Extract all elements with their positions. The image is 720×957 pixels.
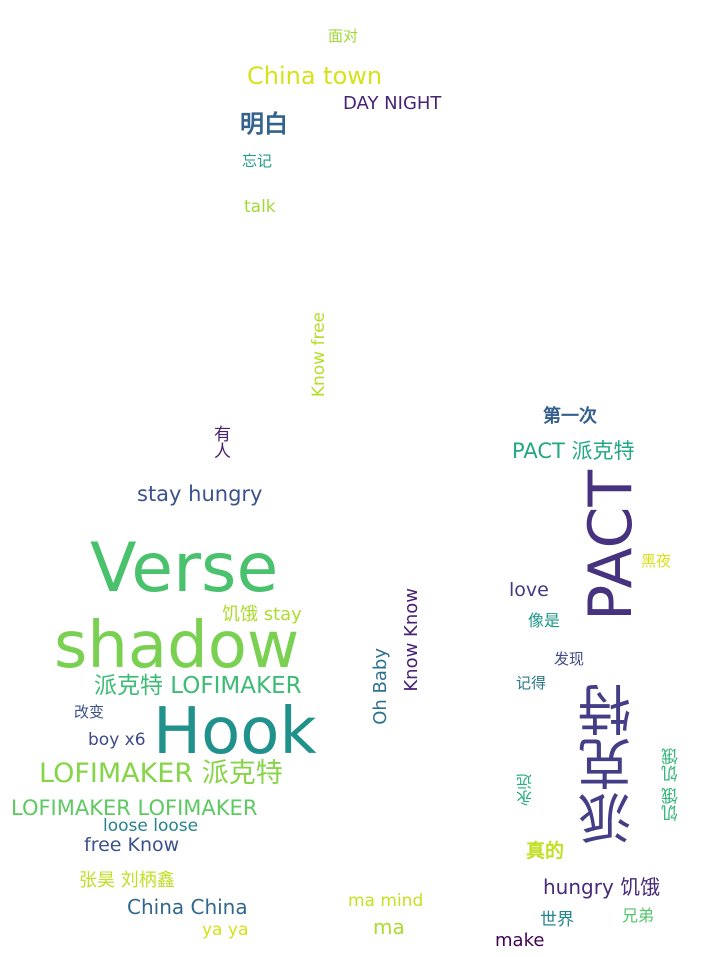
word-39: 兄弟 (622, 906, 655, 925)
word-0: 面对 (328, 27, 359, 45)
word-13: 黑夜 (641, 552, 672, 570)
word-41: ya ya (202, 920, 249, 940)
word-12: PACT (576, 470, 646, 621)
word-27: 饥饿 饥饿 (662, 748, 682, 822)
word-33: 真的 (526, 840, 565, 862)
word-28: LOFIMAKER 派克特 (39, 758, 283, 789)
word-24: 派克特 (578, 683, 641, 845)
word-20: Oh Baby (370, 648, 391, 725)
word-11: Verse (90, 529, 279, 608)
word-35: hungry 饥饿 (543, 875, 661, 899)
word-15: 饥饿 stay (222, 604, 302, 625)
word-36: ma mind (348, 891, 424, 911)
word-42: make (495, 930, 545, 951)
word-18: shadow (54, 609, 300, 683)
word-22: 记得 (516, 674, 547, 692)
word-38: 世界 (540, 910, 574, 930)
word-3: 明白 (240, 110, 288, 138)
word-32: free Know (84, 834, 180, 856)
word-29: 永远 (516, 774, 535, 806)
word-5: talk (244, 197, 276, 217)
word-25: Hook (153, 695, 317, 769)
word-6: Know free (309, 312, 329, 398)
word-34: 张昊 刘柄鑫 (79, 870, 175, 891)
word-10: stay hungry (137, 482, 263, 506)
word-14: love (509, 579, 549, 601)
word-19: 发现 (554, 650, 585, 668)
word-40: ma (373, 915, 405, 939)
word-37: China China (127, 895, 248, 919)
word-1: China town (247, 62, 383, 90)
word-16: 像是 (528, 611, 561, 630)
word-31: loose loose (103, 816, 199, 836)
word-4: 忘记 (242, 152, 273, 170)
word-8: 第一次 (543, 406, 597, 427)
word-26: boy x6 (88, 730, 146, 750)
word-23: 改变 (74, 703, 105, 721)
word-30: LOFIMAKER LOFIMAKER (11, 796, 258, 820)
word-7: 有人 (210, 425, 230, 459)
word-21: 派克特 LOFIMAKER (94, 673, 302, 699)
word-2: DAY NIGHT (343, 93, 442, 114)
word-9: PACT 派克特 (512, 439, 635, 463)
word-17: Know Know (401, 588, 422, 692)
